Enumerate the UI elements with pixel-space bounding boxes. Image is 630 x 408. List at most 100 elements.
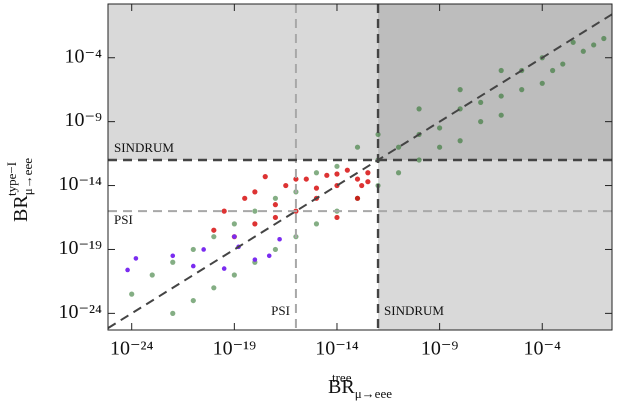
point bbox=[344, 167, 350, 173]
point bbox=[395, 144, 402, 150]
point bbox=[149, 272, 155, 278]
point bbox=[211, 234, 217, 240]
x-tick-label: 10⁻²⁴ bbox=[110, 338, 154, 360]
point bbox=[580, 48, 586, 54]
x-tick-label: 10⁻¹⁴ bbox=[315, 338, 359, 360]
point bbox=[334, 214, 340, 221]
point bbox=[324, 172, 330, 178]
point bbox=[242, 195, 248, 201]
diagonal bbox=[107, 13, 613, 329]
point bbox=[365, 170, 371, 176]
point bbox=[283, 182, 289, 189]
point bbox=[457, 87, 463, 93]
point bbox=[313, 185, 320, 191]
point bbox=[190, 297, 196, 304]
point bbox=[416, 157, 422, 163]
point bbox=[201, 247, 206, 252]
point bbox=[313, 170, 320, 176]
point bbox=[498, 93, 504, 99]
point bbox=[560, 61, 566, 67]
background bbox=[108, 4, 612, 330]
point bbox=[478, 119, 484, 125]
point bbox=[272, 202, 278, 208]
point bbox=[190, 263, 196, 269]
point bbox=[354, 195, 361, 201]
point bbox=[211, 285, 217, 291]
point bbox=[277, 236, 282, 242]
y-tick-label: 10⁻²⁴ bbox=[58, 301, 102, 323]
x-label-sub: μ→eee bbox=[355, 386, 393, 401]
point bbox=[231, 221, 237, 227]
point bbox=[170, 310, 176, 316]
point bbox=[591, 42, 597, 48]
point bbox=[170, 253, 176, 259]
y-tick-label: 10⁻¹⁹ bbox=[58, 237, 102, 259]
x-tick-label: 10⁻¹⁹ bbox=[213, 338, 257, 360]
point bbox=[272, 195, 278, 201]
points bbox=[125, 35, 607, 316]
point bbox=[601, 35, 607, 42]
point bbox=[272, 246, 278, 253]
point bbox=[478, 99, 484, 106]
point bbox=[262, 174, 268, 180]
point bbox=[498, 112, 504, 118]
point bbox=[334, 171, 340, 177]
point bbox=[359, 182, 365, 189]
point bbox=[232, 234, 237, 239]
point bbox=[252, 257, 258, 262]
y-tick-label: 10⁻⁴ bbox=[64, 45, 102, 67]
point bbox=[133, 256, 139, 261]
point bbox=[293, 176, 299, 182]
point bbox=[498, 67, 504, 74]
point bbox=[416, 106, 422, 112]
point bbox=[221, 208, 227, 214]
y-axis-label: BRμ→eeetype−I bbox=[4, 158, 35, 222]
point bbox=[252, 221, 258, 227]
limit-label: PSI bbox=[114, 212, 133, 227]
point bbox=[519, 87, 525, 93]
point bbox=[539, 80, 545, 86]
point bbox=[303, 176, 309, 182]
y-label-base: BR bbox=[10, 195, 32, 222]
point bbox=[231, 272, 237, 278]
point bbox=[570, 39, 576, 45]
x-axis-label: BRμ→eeetree bbox=[328, 370, 392, 401]
point bbox=[129, 291, 135, 297]
point bbox=[437, 125, 443, 131]
point bbox=[170, 259, 176, 265]
point bbox=[354, 176, 361, 182]
point bbox=[457, 138, 463, 144]
point bbox=[354, 144, 361, 150]
limit-label: SINDRUM bbox=[114, 140, 174, 155]
point bbox=[365, 179, 371, 185]
x-tick-label: 10⁻⁹ bbox=[421, 338, 459, 360]
limit-label: SINDRUM bbox=[384, 303, 444, 318]
point bbox=[437, 144, 443, 150]
point bbox=[221, 266, 227, 271]
point bbox=[375, 131, 381, 138]
point bbox=[252, 208, 258, 214]
limit-label: PSI bbox=[271, 303, 290, 318]
overlay: PSI PSI SINDRUM SINDRUM 10⁻²⁴ 10⁻¹⁹ 10⁻¹⁴ 10⁻⁹ 1… bbox=[58, 3, 613, 360]
point bbox=[211, 227, 217, 233]
y-label-sup: type−I bbox=[4, 162, 19, 196]
plot-frame bbox=[107, 3, 613, 331]
point bbox=[252, 189, 258, 195]
point bbox=[313, 221, 320, 227]
double-excluded-region bbox=[378, 4, 612, 160]
point bbox=[272, 214, 278, 221]
point bbox=[190, 246, 196, 253]
y-tick-label: 10⁻¹⁴ bbox=[58, 173, 102, 195]
x-label-base: BR bbox=[328, 376, 355, 398]
y-label-sub: μ→eee bbox=[20, 158, 35, 196]
point bbox=[125, 267, 130, 273]
point bbox=[550, 67, 556, 74]
x-label-sup: tree bbox=[332, 370, 352, 385]
y-tick-label: 10⁻⁹ bbox=[64, 109, 102, 131]
point bbox=[334, 163, 340, 169]
point bbox=[266, 253, 272, 259]
x-tick-label: 10⁻⁴ bbox=[523, 338, 561, 360]
point bbox=[395, 170, 402, 176]
